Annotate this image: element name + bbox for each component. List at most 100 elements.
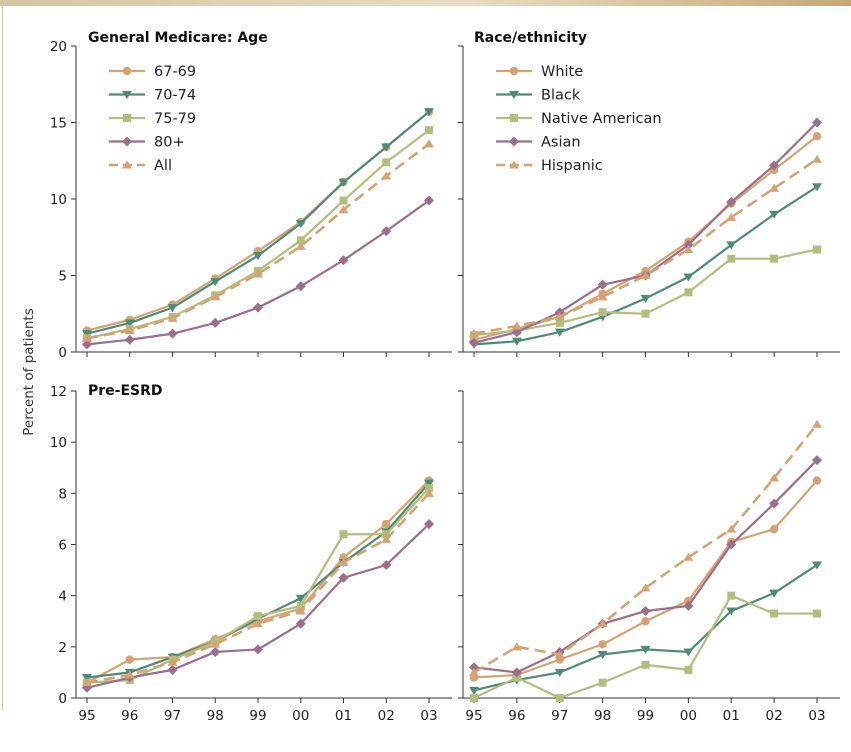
data-point — [253, 269, 263, 278]
series-native-american — [470, 245, 821, 340]
data-point — [683, 273, 694, 282]
data-point — [769, 160, 780, 171]
data-point — [253, 644, 263, 655]
series-black — [469, 183, 822, 349]
series-line — [86, 110, 430, 332]
legend-swatch-marker — [122, 91, 132, 99]
data-point — [167, 313, 178, 322]
series-70-74 — [82, 108, 434, 339]
data-point — [727, 591, 736, 600]
x-tick-label: 95 — [465, 708, 482, 724]
data-point — [726, 607, 737, 616]
legend-swatch-marker — [509, 160, 519, 169]
x-tick-label: 02 — [378, 708, 395, 724]
data-point — [210, 639, 221, 648]
data-point — [597, 279, 608, 290]
y-tick-label: 0 — [58, 691, 67, 707]
legend-swatch-marker — [509, 91, 519, 99]
data-point — [124, 319, 135, 328]
data-point — [470, 694, 478, 702]
x-tick-label: 00 — [680, 708, 697, 724]
series-line — [86, 142, 430, 340]
x-tick-label: 96 — [121, 708, 138, 724]
data-point — [167, 328, 178, 339]
data-point — [381, 171, 392, 180]
series-hispanic — [469, 419, 822, 676]
data-point — [167, 664, 178, 675]
data-point — [381, 143, 392, 152]
data-point — [640, 271, 651, 279]
data-point — [598, 640, 607, 649]
data-point — [512, 673, 521, 682]
data-point — [769, 210, 780, 219]
data-point — [641, 309, 650, 318]
data-point — [82, 674, 92, 683]
data-point — [295, 618, 306, 629]
legend-swatch-marker — [122, 160, 132, 169]
series-all — [82, 139, 434, 342]
data-point — [295, 219, 306, 228]
data-point — [296, 601, 305, 610]
data-point — [813, 609, 821, 618]
data-point — [295, 241, 306, 250]
data-point — [641, 617, 650, 626]
data-point — [812, 117, 822, 128]
data-point — [812, 455, 822, 466]
data-point — [469, 667, 479, 676]
x-tick-label: 03 — [420, 708, 437, 724]
data-point — [640, 294, 651, 303]
data-point — [253, 619, 263, 628]
y-tick-label: 0 — [58, 345, 67, 361]
data-point — [425, 126, 433, 135]
data-point — [381, 226, 392, 237]
data-point — [683, 239, 694, 250]
legend-label: Native American — [541, 111, 662, 127]
data-point — [339, 530, 348, 539]
data-point — [424, 108, 434, 117]
legend-label: Asian — [541, 135, 581, 151]
data-point — [511, 327, 522, 338]
series-all — [82, 488, 434, 687]
data-point — [726, 241, 737, 250]
top-banner — [0, 0, 851, 6]
data-point — [683, 552, 694, 561]
data-point — [812, 476, 822, 485]
data-point — [684, 665, 693, 674]
y-tick-label: 20 — [50, 39, 67, 55]
data-point — [597, 292, 608, 301]
data-point — [769, 183, 780, 192]
y-tick-label: 5 — [58, 269, 67, 285]
data-point — [295, 594, 306, 603]
data-point — [469, 337, 479, 348]
data-point — [726, 524, 737, 533]
data-point — [253, 252, 263, 261]
series-75-79 — [83, 484, 433, 687]
x-tick-label: 03 — [808, 708, 825, 724]
y-tick-label: 4 — [58, 589, 67, 605]
x-tick-label: 97 — [164, 708, 181, 724]
series-asian — [469, 455, 822, 678]
data-point — [254, 612, 262, 621]
data-point — [812, 561, 822, 570]
data-point — [597, 619, 608, 628]
data-point — [683, 600, 694, 611]
legend-swatch-marker — [509, 136, 519, 147]
panel-1: General Medicare: Age 0 5 10 15 20 67-69 70-74 7… — [50, 30, 452, 361]
data-point — [424, 195, 434, 206]
data-point — [683, 244, 694, 253]
data-point — [424, 139, 434, 148]
series-line — [473, 423, 819, 674]
data-point — [726, 212, 737, 221]
data-point — [425, 484, 433, 493]
y-tick-label: 15 — [50, 116, 67, 132]
panel-4: 95 96 97 98 99 00 01 02 03 — [458, 390, 840, 724]
data-point — [684, 288, 693, 297]
legend-swatch-marker — [122, 66, 132, 76]
data-point — [812, 154, 822, 163]
y-tick-label: 10 — [50, 435, 67, 451]
data-point — [511, 642, 522, 651]
legend: 67-69 70-74 75-79 80+ All — [109, 64, 196, 174]
data-point — [769, 524, 779, 534]
x-tick-label: 96 — [508, 708, 525, 724]
